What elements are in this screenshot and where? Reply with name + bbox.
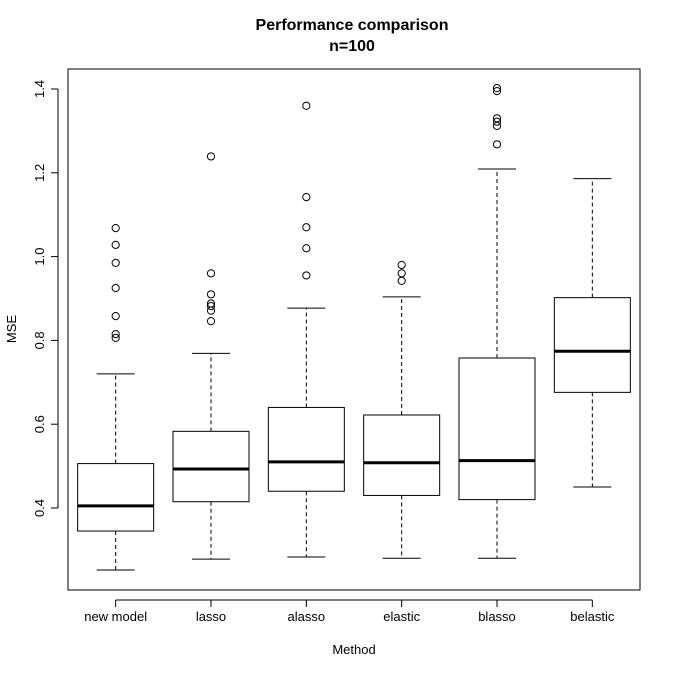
outlier-point	[302, 244, 311, 253]
x-tick-label: belastic	[570, 609, 615, 624]
outlier-point	[206, 317, 216, 326]
x-tick-label: blasso	[478, 609, 516, 624]
outlier-point	[111, 224, 120, 233]
box-blasso	[458, 84, 536, 559]
y-tick-label: 0.8	[32, 331, 47, 349]
outlier-point	[302, 223, 311, 232]
x-tick-label: elastic	[383, 609, 420, 624]
y-tick-label: 0.6	[32, 415, 47, 433]
chart-title: Performance comparison	[256, 17, 449, 34]
x-tick-label: alasso	[288, 609, 326, 624]
outlier-point	[302, 193, 311, 202]
outlier-point	[111, 258, 120, 267]
x-tick-label: lasso	[196, 609, 226, 624]
outlier-point	[492, 140, 502, 149]
outlier-point	[111, 311, 120, 321]
plot-frame	[67, 68, 641, 591]
box-iqr	[553, 297, 631, 393]
box-iqr	[172, 430, 250, 503]
outlier-point	[206, 152, 216, 161]
outlier-point	[111, 283, 120, 293]
outlier-point	[302, 101, 311, 110]
outlier-point	[492, 117, 502, 126]
x-tick-label: new model	[84, 609, 147, 624]
x-axis: new model lasso alasso elastic blasso belasti…	[84, 599, 615, 624]
chart-subtitle: n=100	[329, 38, 375, 55]
y-tick-label: 0.4	[32, 499, 47, 517]
outlier-point	[111, 330, 120, 339]
outlier-point	[492, 86, 502, 96]
outlier-point	[206, 301, 216, 311]
y-axis: 0.4 0.6 0.8 1.0 1.2 1.4	[32, 80, 59, 517]
boxes-group	[77, 84, 631, 571]
y-axis-label: MSE	[4, 315, 19, 344]
outlier-point	[397, 269, 406, 278]
outlier-point	[302, 271, 311, 280]
outlier-point	[111, 240, 120, 249]
outlier-point	[492, 121, 502, 130]
outlier-point	[206, 299, 216, 308]
y-tick-label: 1.2	[32, 164, 47, 182]
outlier-point	[206, 290, 216, 299]
outlier-point	[397, 260, 406, 270]
box-elastic	[363, 260, 441, 559]
outlier-point	[492, 84, 502, 93]
outlier-point	[206, 269, 216, 278]
box-iqr	[77, 463, 155, 532]
outlier-point	[492, 114, 502, 123]
outlier-point	[111, 333, 120, 342]
box-iqr	[363, 414, 441, 496]
box-iqr	[458, 357, 536, 501]
box-iqr	[267, 406, 345, 492]
x-axis-label: Method	[332, 642, 375, 657]
box-belastic	[553, 178, 631, 488]
box-alasso	[267, 101, 345, 558]
box-new-model	[77, 224, 155, 571]
y-tick-label: 1.4	[32, 80, 47, 98]
outlier-point	[397, 276, 406, 286]
y-tick-label: 1.0	[32, 248, 47, 266]
box-lasso	[172, 152, 250, 560]
